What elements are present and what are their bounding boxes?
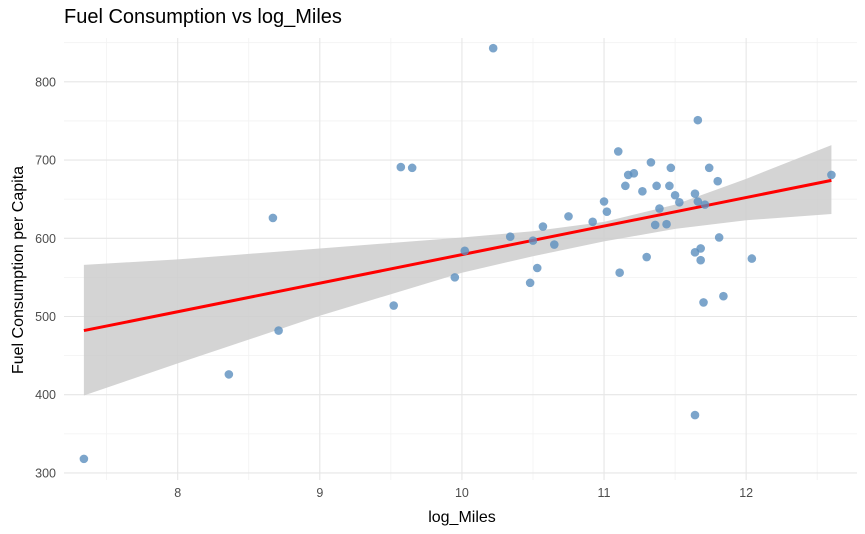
x-tick-label: 10: [455, 486, 469, 500]
grid-layer: [64, 38, 857, 480]
data-point: [613, 147, 623, 156]
y-tick-label: 700: [35, 154, 56, 168]
data-point: [646, 158, 656, 167]
data-point: [690, 410, 700, 420]
data-point: [638, 187, 647, 196]
data-point: [652, 181, 661, 191]
x-tick-label: 9: [316, 486, 323, 500]
confidence-band-layer: [83, 145, 832, 396]
data-point: [655, 204, 664, 213]
data-point: [650, 220, 660, 230]
y-tick-label: 300: [35, 466, 56, 480]
data-point: [505, 232, 515, 242]
x-tick-label: 8: [174, 486, 181, 500]
data-point: [450, 273, 460, 282]
trend-line: [83, 178, 832, 333]
data-point: [396, 162, 406, 172]
data-point: [693, 115, 703, 125]
data-point: [665, 181, 674, 191]
data-point: [549, 240, 559, 249]
data-point: [675, 197, 684, 207]
chart-title: Fuel Consumption vs log_Miles: [64, 6, 342, 28]
data-point: [696, 244, 705, 253]
data-point: [599, 197, 609, 206]
data-point: [699, 298, 708, 307]
data-point: [460, 246, 470, 256]
data-point: [704, 163, 714, 173]
tick-labels-layer: 8 9 10 11 12 300 400 500 600 700 800: [35, 75, 753, 500]
data-point: [602, 207, 612, 216]
x-tick-label: 12: [739, 486, 753, 500]
x-axis-title: log_Miles: [428, 509, 496, 526]
data-point: [532, 263, 542, 273]
data-point: [693, 197, 703, 206]
data-point: [268, 213, 278, 223]
data-point: [588, 217, 597, 227]
data-point: [488, 43, 498, 53]
data-point: [528, 236, 538, 245]
y-axis-title: Fuel Consumption per Capita: [10, 166, 27, 374]
y-tick-label: 600: [35, 232, 56, 246]
x-tick-label: 11: [598, 486, 611, 500]
data-point: [629, 169, 639, 178]
points-layer: [79, 43, 836, 464]
data-point: [538, 222, 548, 231]
data-point: [747, 254, 757, 263]
data-point: [714, 233, 724, 242]
data-point: [666, 163, 676, 173]
data-point: [827, 170, 836, 180]
data-point: [713, 176, 723, 186]
trend-line-layer: [83, 178, 832, 333]
y-tick-label: 400: [35, 388, 56, 402]
data-point: [274, 326, 283, 335]
data-point: [79, 454, 89, 464]
data-point: [615, 268, 624, 277]
data-point: [700, 200, 710, 209]
data-point: [525, 278, 535, 288]
data-point: [407, 163, 417, 173]
data-point: [564, 212, 573, 221]
data-point: [690, 189, 700, 198]
data-point: [719, 291, 728, 301]
data-point: [696, 255, 705, 265]
data-point: [224, 370, 234, 379]
y-tick-label: 800: [35, 75, 56, 89]
y-tick-label: 500: [35, 310, 56, 324]
data-point: [389, 301, 399, 310]
data-point: [670, 190, 680, 200]
confidence-band: [83, 145, 832, 396]
data-point: [662, 219, 671, 229]
data-point: [642, 252, 651, 262]
data-point: [621, 181, 630, 191]
